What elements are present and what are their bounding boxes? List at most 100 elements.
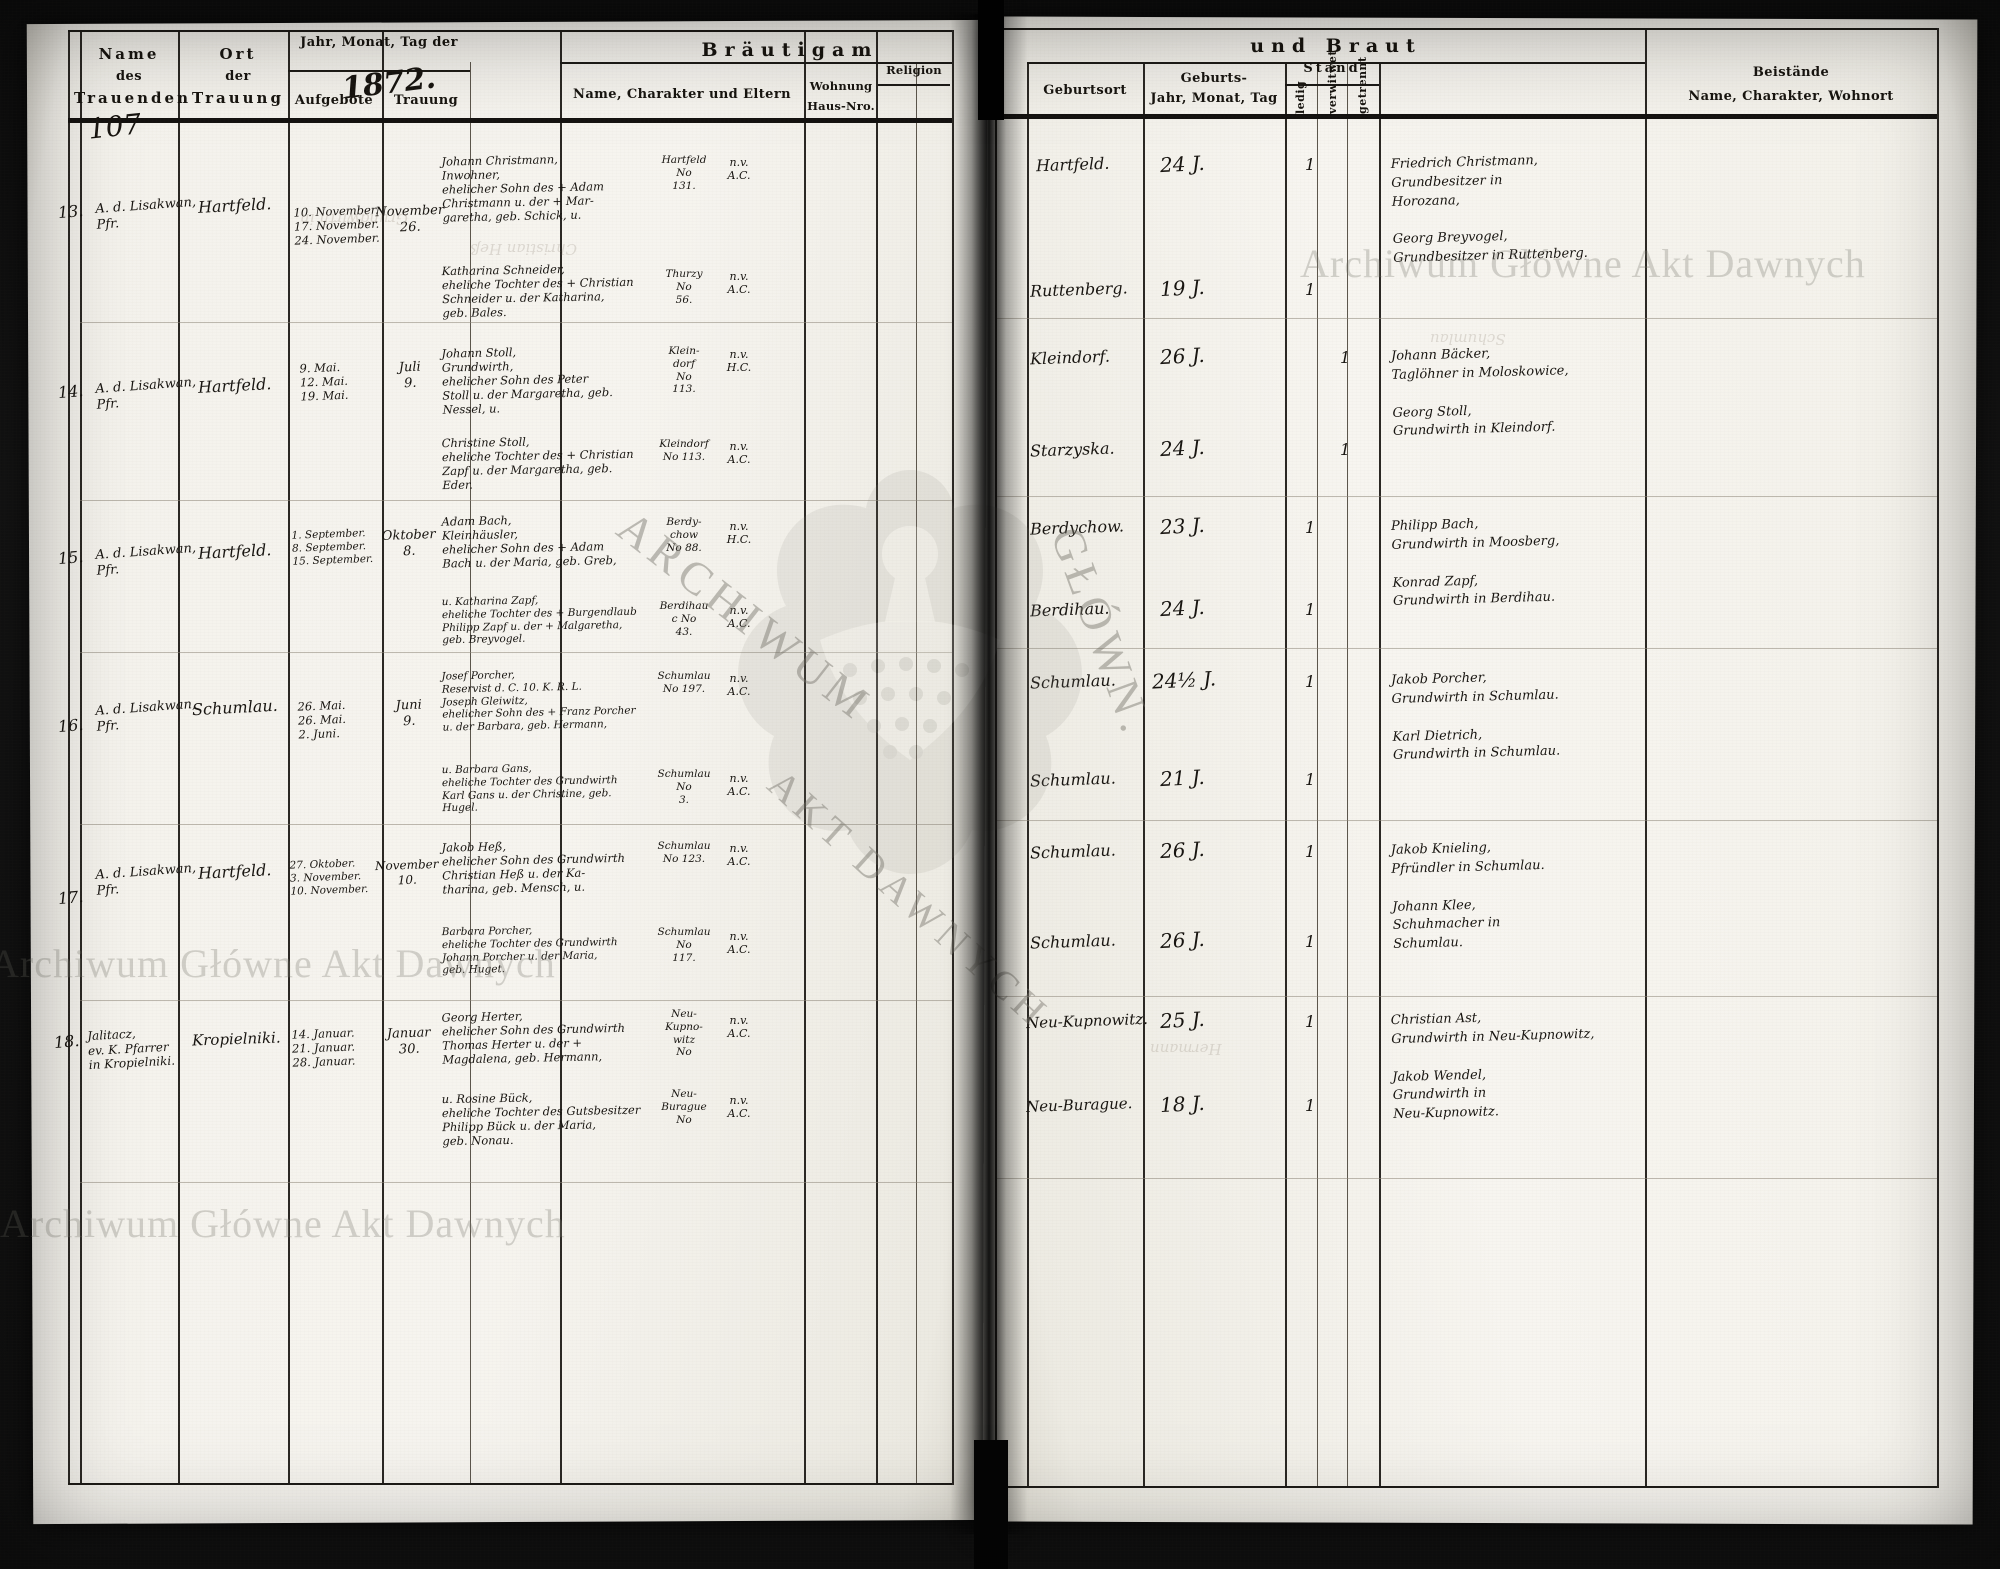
header-und-braut: und Braut xyxy=(1250,35,1422,57)
rule-h-heavy xyxy=(995,114,1937,119)
entry-trauung: Juni 9. xyxy=(395,697,423,730)
groom-geburtsort: Hartfeld. xyxy=(1035,153,1110,176)
header-stand-verwitwet: verwitwet xyxy=(1326,50,1339,114)
entry-beistaende: Johann Bäcker, Taglöhner in Moloskowice,… xyxy=(1390,346,1569,440)
rule-v xyxy=(916,62,917,1485)
groom-wohnung: Neu- Kupno- witz No xyxy=(665,1008,703,1059)
entry-trauung: Januar 30. xyxy=(386,1025,431,1058)
groom-wohnung: Klein- dorf No 113. xyxy=(668,345,700,396)
header-ort-line2: der xyxy=(225,69,251,84)
groom-stand-mark: 1 xyxy=(1340,348,1351,367)
gutter-gap-bottom xyxy=(974,1440,1008,1569)
rule-h-faint xyxy=(997,318,1937,319)
rule-v xyxy=(1937,28,1939,1488)
header-trauung: Trauung xyxy=(393,93,459,108)
entry-trauung: November 26. xyxy=(375,202,445,236)
bride-geburtsjahr: 26 J. xyxy=(1159,926,1206,954)
header-braeutigam: Bräutigam xyxy=(701,39,879,61)
rule-v xyxy=(1379,62,1381,1488)
header-beistaende-line1: Beistände xyxy=(1752,65,1830,80)
bride-geburtsjahr: 21 J. xyxy=(1159,764,1206,792)
rule-v xyxy=(952,30,954,1485)
groom-geburtsort: Berdychow. xyxy=(1029,516,1125,539)
bride-geburtsort: Neu-Burague. xyxy=(1025,1094,1133,1116)
header-geburts-line1: Geburts- xyxy=(1180,71,1248,86)
rule-h xyxy=(995,1486,1937,1488)
rule-h-faint xyxy=(80,500,952,501)
rule-v xyxy=(1143,62,1145,1488)
header-anmerkung: Anmerkung xyxy=(1937,76,2000,92)
rule-v xyxy=(80,30,82,1485)
rule-v xyxy=(560,30,562,1485)
groom-stand-mark: 1 xyxy=(1305,1012,1316,1031)
bride-wohnung: Kleindorf No 113. xyxy=(659,438,709,463)
header-religion: Religion xyxy=(886,63,942,77)
rule-h xyxy=(68,30,952,32)
entry-ort: Hartfeld. xyxy=(197,540,272,563)
rule-v xyxy=(178,30,180,1485)
entry-number: 14. xyxy=(57,380,85,403)
rule-v xyxy=(804,30,806,1485)
bride-wohnung: Thurzy No 56. xyxy=(665,268,703,306)
groom-geburtsort: Kleindorf. xyxy=(1029,346,1111,369)
bride-geburtsjahr: 18 J. xyxy=(1159,1090,1206,1118)
rule-v xyxy=(876,30,878,1485)
groom-stand-mark: 1 xyxy=(1305,155,1316,174)
entry-ort: Hartfeld. xyxy=(197,374,272,397)
groom-religion: n.v. A.C. xyxy=(727,672,751,699)
rule-h xyxy=(68,1483,952,1485)
groom-religion: n.v. A.C. xyxy=(727,156,751,183)
rule-v xyxy=(1645,28,1647,1488)
header-wohnung-line2: Haus-Nro. xyxy=(807,99,875,113)
groom-geburtsort: Schumlau. xyxy=(1029,670,1117,693)
bride-geburtsort: Ruttenberg. xyxy=(1029,278,1128,301)
bride-religion: n.v. A.C. xyxy=(727,440,751,467)
entry-trauender: Jalitacz, ev. K. Pfarrer in Kropielniki. xyxy=(86,1026,176,1073)
header-ort-line3: Trauung xyxy=(192,89,284,107)
bride-wohnung: Schumlau No 3. xyxy=(657,768,711,806)
rule-h-faint xyxy=(80,1000,952,1001)
rule-h xyxy=(1027,62,1645,64)
entry-number: 18. xyxy=(53,1030,81,1053)
header-name-charakter-eltern: Name, Charakter und Eltern xyxy=(573,87,791,102)
bride-religion: n.v. A.C. xyxy=(727,604,751,631)
entry-ort: Kropielniki. xyxy=(191,1028,281,1050)
groom-religion: n.v. H.C. xyxy=(726,520,752,547)
entry-number: 15. xyxy=(57,546,85,569)
rule-v xyxy=(1285,62,1287,1488)
entry-beistaende: Friedrich Christmann, Grundbesitzer in H… xyxy=(1390,153,1589,267)
bride-religion: n.v. A.C. xyxy=(727,772,751,799)
entry-beistaende: Jakob Knieling, Pfründler in Schumlau. J… xyxy=(1390,840,1545,953)
rule-h-faint xyxy=(80,322,952,323)
rule-h-heavy xyxy=(68,118,952,123)
rule-v xyxy=(1027,62,1029,1488)
gutter-gap-top xyxy=(978,0,1004,120)
bride-stand-mark: 1 xyxy=(1305,600,1316,619)
groom-religion: n.v. A.C. xyxy=(727,1014,751,1041)
bride-stand-mark: 1 xyxy=(1340,440,1351,459)
groom-geburtsjahr: 24 J. xyxy=(1159,150,1206,178)
groom-wohnung: Berdy- chow No 88. xyxy=(666,516,702,554)
groom-geburtsjahr: 24½ J. xyxy=(1151,666,1217,694)
groom-religion: n.v. A.C. xyxy=(727,842,751,869)
groom-stand-mark: 1 xyxy=(1305,672,1316,691)
rule-h-faint xyxy=(997,648,1937,649)
header-name-line3: Trauenden xyxy=(74,89,191,107)
entry-ort: Hartfeld. xyxy=(197,860,272,883)
bride-stand-mark: 1 xyxy=(1305,280,1316,299)
rule-v xyxy=(288,30,290,1485)
rule-h-faint xyxy=(997,1178,1937,1179)
entry-trauung: Juli 9. xyxy=(398,359,421,392)
rule-h-faint xyxy=(80,824,952,825)
rule-h xyxy=(560,62,952,64)
entry-ort: Hartfeld. xyxy=(197,194,272,217)
bride-stand-mark: 1 xyxy=(1305,932,1316,951)
rule-h xyxy=(878,84,950,86)
rule-h xyxy=(1285,84,1379,86)
bride-geburtsjahr: 24 J. xyxy=(1159,434,1206,462)
bride-stand-mark: 1 xyxy=(1305,770,1316,789)
groom-geburtsort: Schumlau. xyxy=(1029,840,1117,863)
entry-number: 17. xyxy=(57,886,85,909)
groom-stand-mark: 1 xyxy=(1305,842,1316,861)
rule-v xyxy=(995,28,997,1488)
